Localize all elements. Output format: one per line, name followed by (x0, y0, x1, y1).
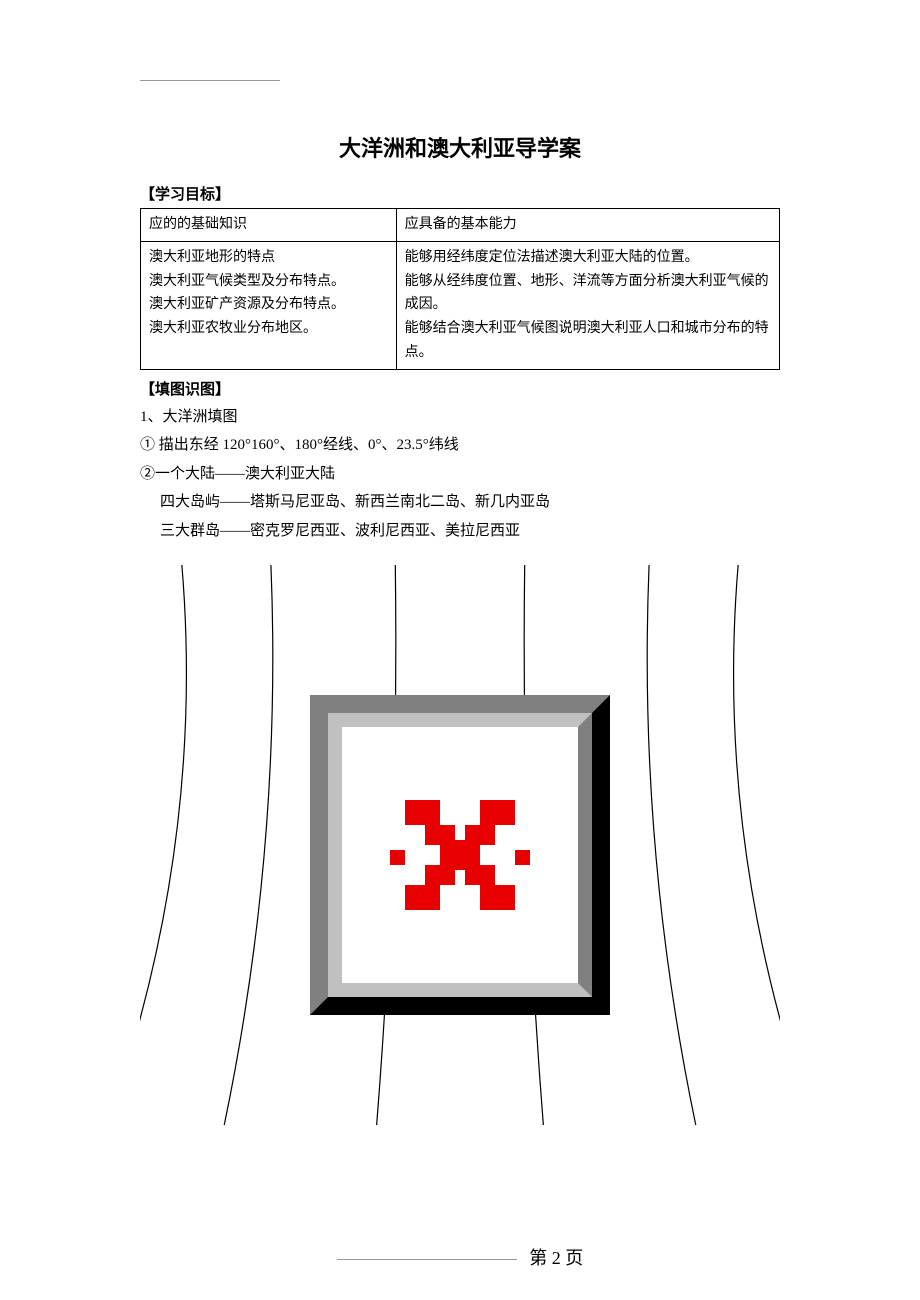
fill-map-item1-title: 1、大洋洲填图 (140, 403, 780, 432)
footer-divider (337, 1259, 517, 1260)
map-diagram (140, 565, 780, 1125)
page-footer: 第 2 页 (0, 1244, 920, 1270)
fill-map-bullet2: ②一个大陆——澳大利亚大陆 (140, 460, 780, 489)
fill-map-label: 【填图识图】 (140, 378, 780, 399)
table-row: 澳大利亚地形的特点 澳大利亚气候类型及分布特点。 澳大利亚矿产资源及分布特点。 … (141, 241, 780, 369)
broken-image-icon (380, 790, 540, 920)
table-cell-left: 澳大利亚地形的特点 澳大利亚气候类型及分布特点。 澳大利亚矿产资源及分布特点。 … (141, 241, 397, 369)
learning-goals-table: 应的的基础知识 应具备的基本能力 澳大利亚地形的特点 澳大利亚气候类型及分布特点… (140, 208, 780, 370)
top-divider (140, 80, 280, 81)
page-title: 大洋洲和澳大利亚导学案 (140, 131, 780, 163)
image-placeholder (310, 695, 610, 1015)
learning-goals-label: 【学习目标】 (140, 183, 780, 204)
table-header-right: 应具备的基本能力 (396, 209, 779, 242)
table-header-left: 应的的基础知识 (141, 209, 397, 242)
fill-map-bullet2-line2: 四大岛屿——塔斯马尼亚岛、新西兰南北二岛、新几内亚岛 (140, 488, 780, 517)
table-cell-right: 能够用经纬度定位法描述澳大利亚大陆的位置。 能够从经纬度位置、地形、洋流等方面分… (396, 241, 779, 369)
fill-map-bullet1: ① 描出东经 120°160°、180°经线、0°、23.5°纬线 (140, 431, 780, 460)
table-row: 应的的基础知识 应具备的基本能力 (141, 209, 780, 242)
page-number: 第 2 页 (529, 1248, 583, 1268)
fill-map-bullet2-line3: 三大群岛——密克罗尼西亚、波利尼西亚、美拉尼西亚 (140, 517, 780, 546)
